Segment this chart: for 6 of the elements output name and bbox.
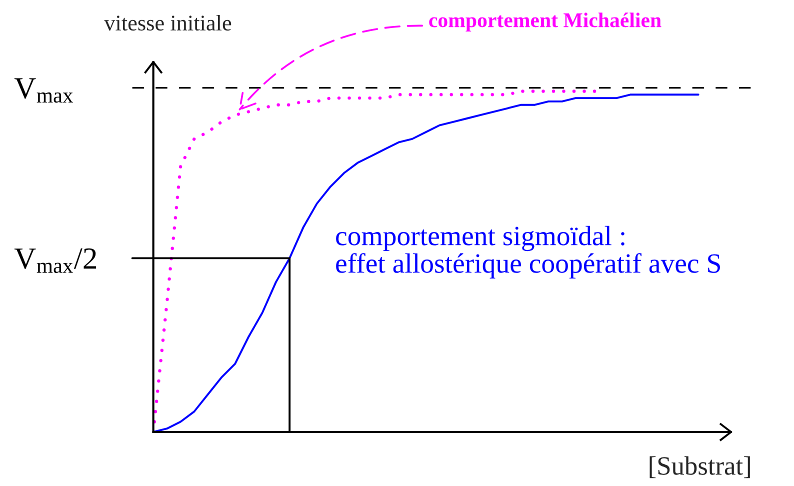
x-axis-title: [Substrat] <box>650 456 750 478</box>
text: comportement Michaélien <box>429 12 662 32</box>
ref-line-label: V$_{max}$ <box>14 78 73 103</box>
series-label: comportement sigmoïdal : effet allostérique coopératif avec S <box>336 226 720 279</box>
y-axis-title: vitesse initiale <box>104 14 232 31</box>
series-label: V$_{max}$/2 <box>14 248 96 273</box>
